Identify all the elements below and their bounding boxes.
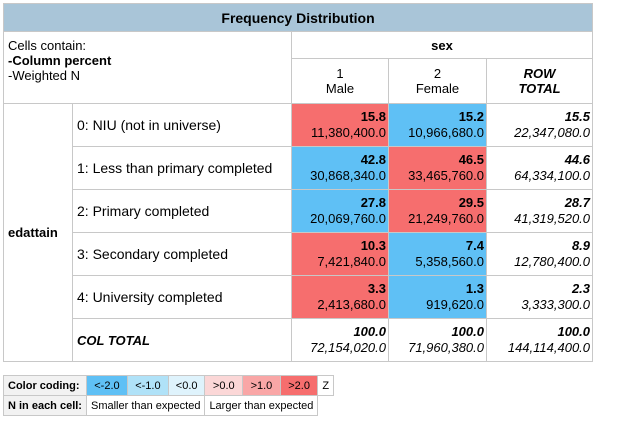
cell-percent: 2.3 (571, 281, 591, 296)
smaller-than-expected: Smaller than expected (85, 395, 206, 416)
cell-percent: 8.9 (571, 238, 591, 253)
cell-weighted-n: 21,249,760.0 (408, 211, 484, 226)
n-in-each-cell-label: N in each cell: (3, 395, 87, 416)
cell-weighted-n: 7,421,840.0 (317, 254, 386, 269)
table-cell: 1.3 919,620.0 (388, 275, 487, 319)
cell-weighted-n: 3,333,300.0 (521, 297, 591, 312)
column-percent-label: -Column percent (8, 53, 112, 68)
row-label: 4: University completed (72, 275, 292, 319)
cell-percent: 29.5 (458, 195, 484, 210)
table-cell: 7.4 5,358,560.0 (388, 232, 487, 276)
cell-percent: 28.7 (564, 195, 591, 210)
table-cell-row-total: 2.3 3,333,300.0 (485, 275, 594, 319)
table-cell-grand-total: 100.0 144,114,400.0 (485, 318, 594, 362)
table-cell-row-total: 28.7 41,319,520.0 (485, 189, 594, 233)
column-label: Female (415, 81, 460, 96)
cell-percent: 10.3 (360, 238, 386, 253)
cell-weighted-n: 5,358,560.0 (415, 254, 484, 269)
cell-percent: 15.8 (360, 109, 386, 124)
frequency-table: Frequency Distribution Cells contain: -C… (2, 3, 594, 362)
col-total-label: COL TOTAL (72, 318, 292, 362)
row-label: 0: NIU (not in universe) (72, 103, 292, 147)
cell-weighted-n: 22,347,080.0 (514, 125, 591, 140)
larger-than-expected: Larger than expected (204, 395, 319, 416)
table-cell: 42.8 30,868,340.0 (291, 146, 389, 190)
cell-percent: 100.0 (557, 324, 591, 339)
table-cell-col-total: 100.0 72,154,020.0 (291, 318, 389, 362)
cell-percent: 100.0 (451, 324, 484, 339)
column-header-male: 1 Male (291, 58, 389, 104)
row-variable-label: edattain (3, 103, 73, 362)
table-cell: 15.8 11,380,400.0 (291, 103, 389, 147)
row-label: 2: Primary completed (72, 189, 292, 233)
cell-percent: 3.3 (367, 281, 386, 296)
column-header-female: 2 Female (388, 58, 487, 104)
table-cell: 3.3 2,413,680.0 (291, 275, 389, 319)
legend-swatch: <0.0 (167, 375, 206, 396)
table-cell-row-total: 8.9 12,780,400.0 (485, 232, 594, 276)
cell-percent: 15.2 (458, 109, 484, 124)
table-title: Frequency Distribution (2, 3, 594, 32)
cell-percent: 27.8 (360, 195, 386, 210)
table-cell: 29.5 21,249,760.0 (388, 189, 487, 233)
column-label: Male (325, 81, 355, 96)
table-cell: 27.8 20,069,760.0 (291, 189, 389, 233)
cell-weighted-n: 30,868,340.0 (310, 168, 386, 183)
column-code: 1 (336, 66, 344, 81)
legend-swatch: <-1.0 (126, 375, 169, 396)
legend-z: Z (317, 375, 335, 396)
cell-weighted-n: 919,620.0 (426, 297, 484, 312)
color-coding-label: Color coding: (3, 375, 87, 396)
table-cell: 10.3 7,421,840.0 (291, 232, 389, 276)
table-cell-row-total: 15.5 22,347,080.0 (485, 103, 594, 147)
cell-weighted-n: 10,966,680.0 (408, 125, 484, 140)
cell-weighted-n: 12,780,400.0 (514, 254, 591, 269)
row-label: 3: Secondary completed (72, 232, 292, 276)
cell-weighted-n: 144,114,400.0 (507, 340, 591, 355)
column-header-row-total: ROW TOTAL (485, 58, 594, 104)
cell-percent: 46.5 (458, 152, 484, 167)
table-cell-col-total: 100.0 71,960,380.0 (388, 318, 487, 362)
cell-weighted-n: 41,319,520.0 (514, 211, 591, 226)
weighted-n-label: -Weighted N (8, 68, 81, 83)
table-cell: 46.5 33,465,760.0 (388, 146, 487, 190)
column-code: ROW (523, 66, 556, 81)
cell-weighted-n: 20,069,760.0 (310, 211, 386, 226)
column-code: 2 (433, 66, 442, 81)
column-variable-header: sex (290, 31, 594, 59)
legend-swatch: >2.0 (279, 375, 319, 396)
cell-weighted-n: 33,465,760.0 (408, 168, 484, 183)
cell-percent: 7.4 (465, 238, 484, 253)
column-label: TOTAL (518, 81, 561, 96)
cells-contain-info: Cells contain: -Column percent -Weighted… (3, 31, 292, 104)
cell-weighted-n: 64,334,100.0 (514, 168, 591, 183)
legend-swatch: <-2.0 (85, 375, 128, 396)
color-legend: Color coding: <-2.0 <-1.0 <0.0 >0.0 >1.0… (3, 375, 335, 416)
legend-swatch: >1.0 (242, 375, 281, 396)
cell-percent: 42.8 (360, 152, 386, 167)
table-cell: 15.2 10,966,680.0 (388, 103, 487, 147)
cell-percent: 100.0 (353, 324, 386, 339)
cell-weighted-n: 2,413,680.0 (317, 297, 386, 312)
cell-percent: 1.3 (465, 281, 484, 296)
table-cell-row-total: 44.6 64,334,100.0 (485, 146, 594, 190)
cell-percent: 44.6 (564, 152, 591, 167)
cell-weighted-n: 71,960,380.0 (408, 340, 484, 355)
row-label: 1: Less than primary completed (72, 146, 292, 190)
legend-swatch: >0.0 (204, 375, 244, 396)
cells-contain-label: Cells contain: (8, 38, 87, 53)
cell-weighted-n: 72,154,020.0 (310, 340, 386, 355)
cell-percent: 15.5 (564, 109, 591, 124)
cell-weighted-n: 11,380,400.0 (311, 125, 386, 140)
